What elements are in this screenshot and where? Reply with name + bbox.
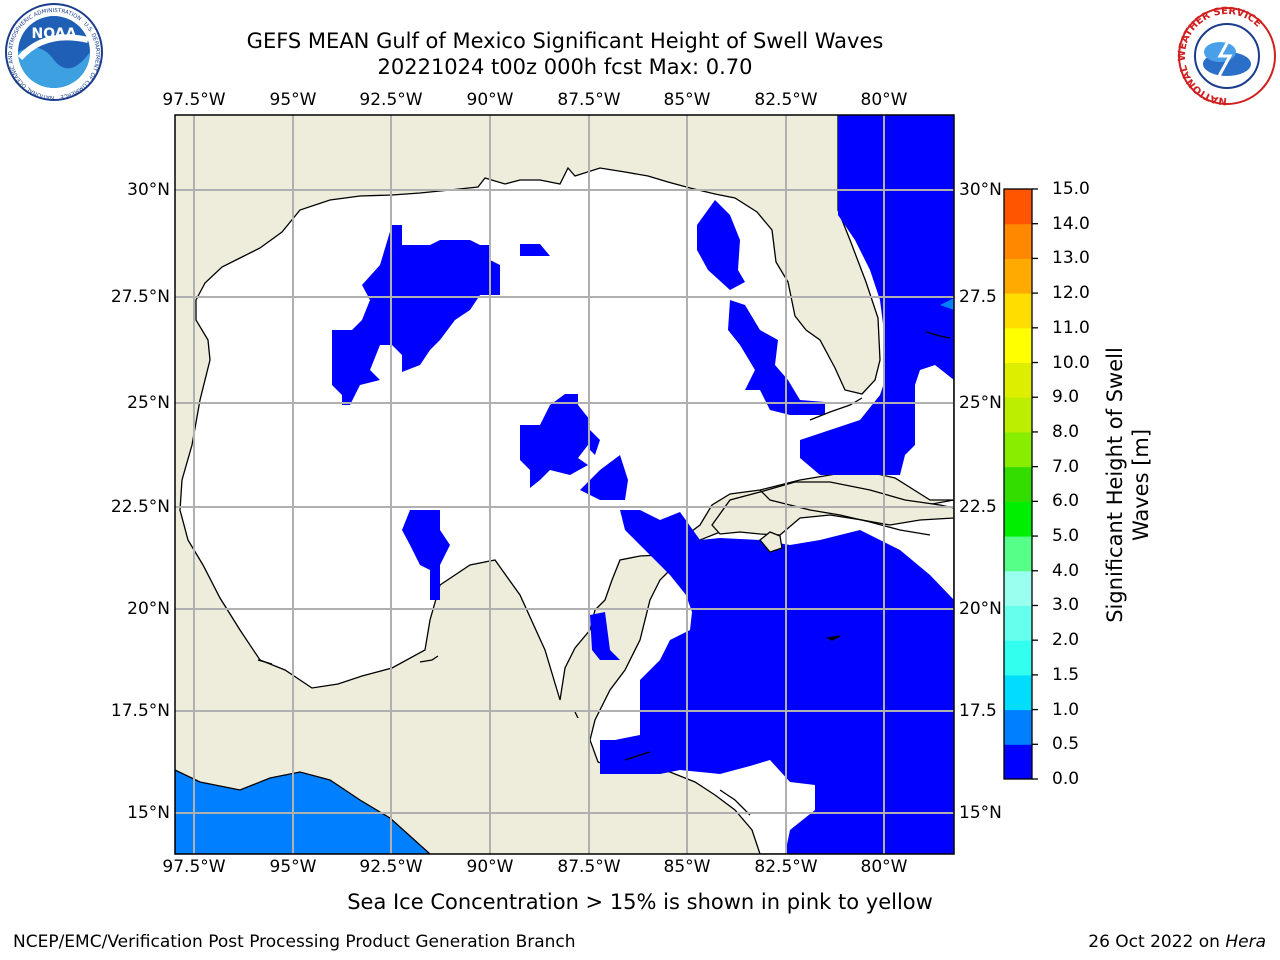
colorbar-tick-label: 1.0 — [1052, 699, 1080, 720]
colorbar-tick-label: 14.0 — [1052, 213, 1090, 234]
colorbar-segment — [1004, 258, 1032, 294]
footer-branch: NCEP/EMC/Verification Post Processing Pr… — [13, 932, 576, 952]
swell-region-yucatan-channel — [580, 455, 628, 500]
colorbar-segment — [1004, 223, 1032, 259]
lon-label-bottom: 90°W — [466, 857, 514, 877]
coastline-details — [257, 331, 951, 816]
lon-label-top: 90°W — [466, 90, 514, 110]
swell-region-central-gulf-patch — [590, 430, 600, 455]
lat-label-left: 30°N — [127, 180, 170, 200]
lat-label-left: 17.5°N — [110, 701, 170, 721]
footer-host: Hera — [1225, 932, 1266, 952]
colorbar-segment — [1004, 397, 1032, 433]
colorbar-tick-label: 0.5 — [1052, 734, 1080, 755]
footer-date-text: 26 Oct 2022 on — [1088, 932, 1226, 952]
colorbar-tick-label: 8.0 — [1052, 421, 1080, 442]
lon-label-bottom: 92.5°W — [359, 857, 423, 877]
colorbar-tick-label: 5.0 — [1052, 526, 1080, 547]
colorbar-tick-label: 4.0 — [1052, 560, 1080, 581]
swell-regions — [332, 115, 954, 854]
colorbar-tick-label: 12.0 — [1052, 283, 1090, 304]
colorbar-tick-label: 0.0 — [1052, 769, 1080, 789]
swell-region-florida-west — [697, 200, 745, 290]
colorbar-segment — [1004, 570, 1032, 606]
swell-region-atlantic-high — [940, 298, 954, 310]
lon-label-bottom: 80°W — [860, 857, 908, 877]
colorbar-tick-label: 2.0 — [1052, 630, 1080, 651]
lat-label-right: 17.5 — [959, 701, 997, 721]
lat-label-left: 20°N — [127, 599, 170, 619]
colorbar-tick-label: 3.0 — [1052, 595, 1080, 616]
swell-region-caribbean — [600, 510, 954, 854]
lon-label-top: 87.5°W — [557, 90, 621, 110]
lat-label-right: 27.5 — [959, 287, 997, 307]
lon-label-top: 92.5°W — [359, 90, 423, 110]
colorbar-title-line1: Significant Height of Swell — [1103, 347, 1127, 623]
lon-label-bottom: 95°W — [269, 857, 317, 877]
lat-label-left: 22.5°N — [110, 497, 170, 517]
colorbar-segment — [1004, 327, 1032, 364]
lat-label-right: 25°N — [959, 393, 1002, 413]
colorbar-segment — [1004, 293, 1032, 329]
colorbar-segment — [1004, 189, 1032, 225]
chart-title: GEFS MEAN Gulf of Mexico Significant Hei… — [246, 29, 884, 53]
colorbar-segment — [1004, 605, 1032, 641]
lat-label-left: 25°N — [127, 393, 170, 413]
lon-label-bottom: 87.5°W — [557, 857, 621, 877]
sea-ice-note: Sea Ice Concentration > 15% is shown in … — [347, 890, 933, 914]
map-frame — [174, 114, 955, 855]
lat-label-right: 30°N — [959, 180, 1002, 200]
lon-label-top: 82.5°W — [754, 90, 818, 110]
swell-region-central-gulf — [520, 394, 590, 488]
colorbar-tick-label: 7.0 — [1052, 456, 1080, 477]
swell-region-atlantic — [800, 115, 954, 475]
lon-label-top: 97.5°W — [162, 90, 226, 110]
cuba-land — [711, 481, 954, 536]
colorbar-frame — [1003, 188, 1033, 780]
colorbar-tick-label: 9.0 — [1052, 387, 1080, 408]
colorbar-segment — [1004, 709, 1032, 745]
lon-label-top: 85°W — [663, 90, 711, 110]
colorbar-title: Significant Height of Swell Waves [m] — [1102, 347, 1154, 623]
swell-region-florida-west-south — [728, 300, 825, 415]
swell-region-nw-gulf — [332, 225, 500, 405]
colorbar-tick-label: 11.0 — [1052, 317, 1090, 338]
swell-region-gulf-honduras — [590, 612, 620, 660]
lat-label-right: 15°N — [959, 803, 1002, 823]
colorbar-segment — [1004, 536, 1032, 572]
colorbar-segment — [1004, 501, 1032, 537]
colorbar-tick-label: 15.0 — [1052, 179, 1090, 199]
colorbar-segment — [1004, 431, 1032, 468]
lat-label-right: 20°N — [959, 599, 1002, 619]
colorbar-tick-label: 6.0 — [1052, 491, 1080, 512]
colorbar-title-line2: Waves [m] — [1129, 428, 1153, 542]
lon-label-top: 80°W — [860, 90, 908, 110]
colorbar-tick-label: 13.0 — [1052, 248, 1090, 269]
lat-label-left: 27.5°N — [110, 287, 170, 307]
colorbar-segment — [1004, 466, 1032, 502]
map-body — [175, 115, 954, 854]
lon-label-bottom: 82.5°W — [754, 857, 818, 877]
colorbar-tick-label: 10.0 — [1052, 352, 1090, 373]
colorbar-tick-label: 1.5 — [1052, 664, 1080, 685]
footer-date: 26 Oct 2022 on Hera — [1088, 932, 1266, 952]
colorbar-segment — [1004, 640, 1032, 676]
gridlines — [175, 115, 954, 854]
lon-label-bottom: 85°W — [663, 857, 711, 877]
chart-subtitle: 20221024 t00z 000h fcst Max: 0.70 — [377, 55, 753, 79]
colorbar-segment — [1004, 744, 1032, 780]
swell-region-nw-gulf-patch — [520, 244, 550, 256]
lon-label-bottom: 97.5°W — [162, 857, 226, 877]
colorbar — [1004, 188, 1038, 780]
lat-label-right: 22.5 — [959, 497, 997, 517]
colorbar-segment — [1004, 362, 1032, 398]
lon-label-top: 95°W — [269, 90, 317, 110]
lat-label-left: 15°N — [127, 803, 170, 823]
swell-region-west-gulf — [402, 510, 450, 600]
colorbar-segment — [1004, 674, 1032, 711]
